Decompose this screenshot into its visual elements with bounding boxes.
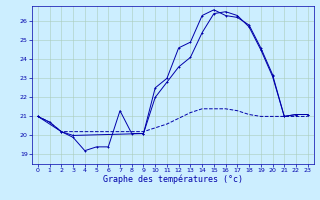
X-axis label: Graphe des températures (°c): Graphe des températures (°c): [103, 175, 243, 184]
